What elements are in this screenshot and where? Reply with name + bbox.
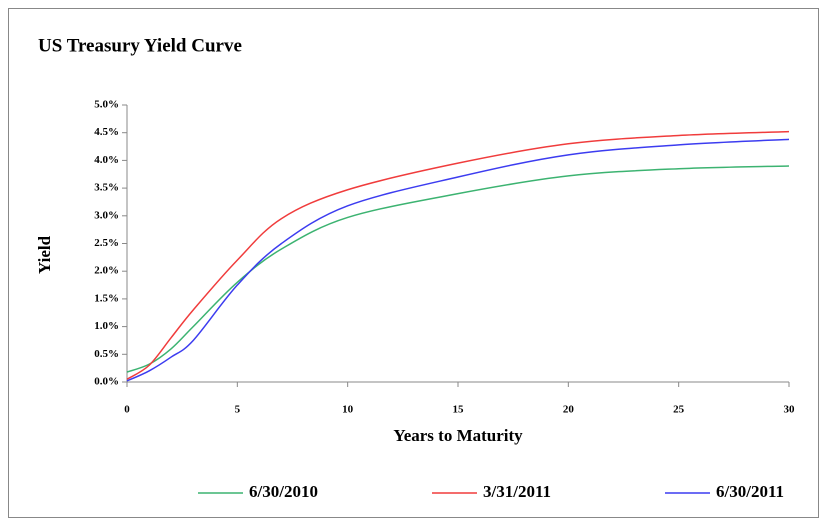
y-tick-label: 3.0% xyxy=(94,209,119,221)
chart-title: US Treasury Yield Curve xyxy=(38,35,242,56)
legend-label: 6/30/2011 xyxy=(716,482,784,501)
y-tick-label: 3.5% xyxy=(94,182,119,194)
series-line xyxy=(126,165,790,373)
y-tick-label: 1.5% xyxy=(94,292,119,304)
y-tick-label: 4.0% xyxy=(94,154,119,166)
x-tick-label: 0 xyxy=(124,404,130,416)
chart-border xyxy=(8,8,819,518)
x-tick-label: 30 xyxy=(784,404,796,416)
y-axis-label: Yield xyxy=(35,235,54,274)
y-tick-label: 2.5% xyxy=(94,237,119,249)
x-axis-label: Years to Maturity xyxy=(393,426,523,445)
y-tick-label: 5.0% xyxy=(94,99,119,111)
x-tick-label: 25 xyxy=(673,404,685,416)
series-line xyxy=(126,130,790,380)
legend-label: 3/31/2011 xyxy=(483,482,551,501)
y-tick-label: 2.0% xyxy=(94,265,119,277)
x-tick-label: 5 xyxy=(235,404,241,416)
legend-label: 6/30/2010 xyxy=(249,482,318,501)
series-line xyxy=(126,138,790,382)
y-tick-label: 4.5% xyxy=(94,126,119,138)
x-tick-label: 10 xyxy=(342,404,354,416)
y-tick-label: 0.0% xyxy=(94,376,119,388)
x-tick-label: 15 xyxy=(453,404,465,416)
y-tick-label: 1.0% xyxy=(94,320,119,332)
x-tick-label: 20 xyxy=(563,404,575,416)
y-tick-label: 0.5% xyxy=(94,348,119,360)
